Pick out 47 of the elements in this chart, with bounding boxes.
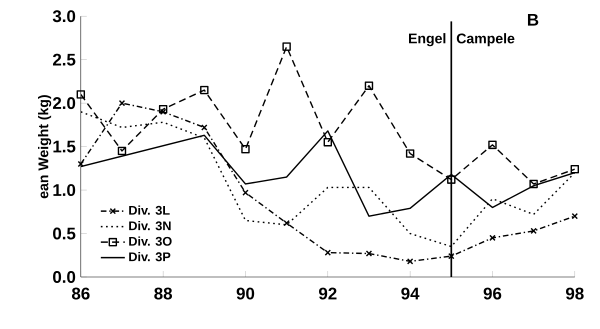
x-tick-label: 98 bbox=[566, 288, 584, 300]
y-tick-label: 0.5 bbox=[53, 228, 76, 240]
x-tick-label: 92 bbox=[319, 288, 337, 300]
point bbox=[283, 220, 290, 226]
x-tick-label: 88 bbox=[154, 288, 172, 300]
point bbox=[366, 250, 372, 257]
x-tick-label: 86 bbox=[72, 288, 90, 300]
point bbox=[448, 252, 454, 260]
point bbox=[160, 108, 166, 116]
x-tick-label: 90 bbox=[236, 288, 254, 300]
x-tick-label: 94 bbox=[401, 288, 420, 300]
annotation: Engel bbox=[409, 33, 446, 46]
legend-label: Div. 3P bbox=[129, 252, 170, 262]
point bbox=[406, 258, 414, 265]
point bbox=[282, 42, 291, 51]
point bbox=[364, 82, 374, 90]
point bbox=[529, 180, 538, 188]
y-tick-label: 1.0 bbox=[53, 184, 76, 196]
point bbox=[489, 234, 496, 242]
point bbox=[488, 140, 497, 150]
y-tick-label: 1.5 bbox=[53, 140, 76, 152]
point bbox=[324, 138, 332, 146]
y-tick-label: 0.0 bbox=[53, 271, 76, 283]
y-tick-label: 2.5 bbox=[52, 54, 76, 66]
legend-label: Div. 3N bbox=[129, 220, 171, 230]
point bbox=[324, 249, 331, 256]
point bbox=[201, 124, 208, 131]
point bbox=[447, 175, 456, 184]
y-tick-label: 2.0 bbox=[52, 97, 76, 110]
x-tick-label: 96 bbox=[484, 288, 502, 300]
point bbox=[118, 100, 126, 106]
annotation: Campele bbox=[456, 33, 514, 46]
y-tick-label: 3.0 bbox=[52, 10, 76, 22]
point bbox=[241, 144, 250, 154]
annotation: B bbox=[528, 14, 538, 26]
point bbox=[406, 149, 414, 158]
point bbox=[76, 90, 86, 99]
point bbox=[242, 189, 249, 196]
point bbox=[200, 86, 209, 94]
y-axis-title: ean Weight (kg) bbox=[38, 95, 52, 198]
point bbox=[530, 228, 537, 234]
legend-label: Div. 3L bbox=[129, 205, 170, 215]
point bbox=[118, 146, 126, 156]
legend-label: Div. 3O bbox=[129, 236, 172, 246]
point bbox=[572, 212, 578, 220]
point bbox=[570, 164, 580, 174]
point bbox=[158, 104, 168, 114]
